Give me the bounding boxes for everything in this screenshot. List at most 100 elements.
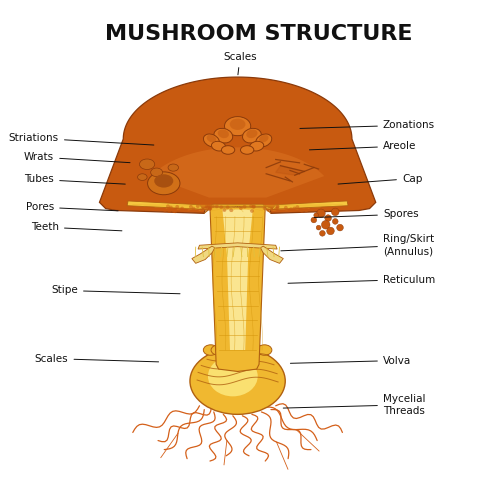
Polygon shape: [127, 201, 348, 213]
Circle shape: [304, 208, 308, 212]
Circle shape: [205, 206, 209, 210]
Circle shape: [167, 208, 171, 211]
Circle shape: [326, 227, 334, 235]
Circle shape: [229, 208, 233, 212]
Ellipse shape: [168, 164, 178, 171]
Circle shape: [325, 214, 332, 222]
Text: Teeth: Teeth: [31, 222, 122, 232]
Text: Spores: Spores: [314, 210, 418, 220]
Circle shape: [220, 206, 223, 209]
Polygon shape: [198, 243, 277, 249]
Ellipse shape: [250, 142, 264, 151]
Circle shape: [183, 208, 187, 212]
Circle shape: [166, 204, 170, 208]
Circle shape: [189, 205, 193, 208]
Circle shape: [322, 220, 330, 229]
Circle shape: [215, 204, 218, 208]
Circle shape: [276, 206, 280, 210]
Circle shape: [168, 209, 171, 213]
Circle shape: [336, 224, 344, 231]
Circle shape: [176, 205, 179, 208]
Circle shape: [207, 204, 211, 208]
Circle shape: [298, 208, 302, 212]
Circle shape: [276, 204, 280, 208]
Ellipse shape: [212, 142, 226, 151]
Circle shape: [296, 205, 300, 209]
Ellipse shape: [230, 118, 246, 130]
Ellipse shape: [246, 130, 258, 138]
Ellipse shape: [190, 348, 285, 414]
Circle shape: [169, 206, 173, 210]
Circle shape: [196, 204, 200, 208]
Ellipse shape: [204, 345, 218, 356]
Circle shape: [316, 209, 326, 218]
Ellipse shape: [240, 146, 254, 154]
Text: MUSHROOM STRUCTURE: MUSHROOM STRUCTURE: [106, 24, 413, 44]
Ellipse shape: [204, 134, 220, 147]
Circle shape: [266, 208, 270, 212]
Circle shape: [208, 206, 212, 210]
Circle shape: [314, 213, 318, 218]
Circle shape: [262, 206, 266, 210]
Circle shape: [180, 208, 184, 212]
Ellipse shape: [206, 134, 216, 142]
Circle shape: [311, 217, 316, 223]
Text: Scales: Scales: [223, 52, 257, 75]
Polygon shape: [210, 207, 265, 372]
Ellipse shape: [150, 168, 162, 176]
Polygon shape: [222, 210, 253, 350]
Circle shape: [316, 225, 321, 230]
Circle shape: [172, 209, 176, 213]
Polygon shape: [276, 166, 304, 175]
Circle shape: [208, 206, 212, 210]
Ellipse shape: [256, 134, 272, 147]
Circle shape: [222, 208, 226, 212]
Circle shape: [252, 204, 256, 208]
Circle shape: [226, 206, 230, 210]
Text: Scales: Scales: [35, 354, 158, 364]
Ellipse shape: [222, 146, 234, 154]
Circle shape: [207, 207, 211, 210]
Circle shape: [163, 208, 167, 212]
Ellipse shape: [211, 345, 227, 356]
Ellipse shape: [138, 174, 147, 180]
Ellipse shape: [208, 356, 258, 397]
Circle shape: [250, 209, 254, 213]
Polygon shape: [151, 148, 324, 198]
Ellipse shape: [238, 345, 256, 356]
Ellipse shape: [140, 159, 154, 170]
Circle shape: [205, 204, 208, 208]
Ellipse shape: [218, 130, 229, 138]
Ellipse shape: [259, 134, 268, 142]
Text: Areole: Areole: [310, 141, 416, 151]
Text: Wrats: Wrats: [24, 152, 130, 162]
Circle shape: [239, 206, 243, 210]
Text: Pores: Pores: [26, 202, 118, 212]
Text: Reticulum: Reticulum: [288, 274, 435, 284]
Circle shape: [252, 205, 256, 208]
Text: Zonations: Zonations: [300, 120, 435, 130]
Circle shape: [270, 208, 273, 211]
Polygon shape: [260, 246, 283, 264]
Text: Tubes: Tubes: [24, 174, 126, 184]
Ellipse shape: [229, 345, 246, 356]
Text: Stipe: Stipe: [52, 286, 180, 296]
Circle shape: [284, 206, 288, 210]
Polygon shape: [100, 77, 376, 214]
Polygon shape: [192, 246, 214, 264]
Circle shape: [320, 230, 326, 236]
Ellipse shape: [148, 172, 180, 195]
Ellipse shape: [248, 345, 264, 356]
Circle shape: [332, 208, 339, 216]
Text: Cap: Cap: [338, 174, 422, 184]
Circle shape: [250, 204, 253, 208]
Circle shape: [276, 205, 280, 208]
Circle shape: [242, 205, 246, 208]
Ellipse shape: [214, 128, 233, 143]
Circle shape: [174, 210, 177, 213]
Ellipse shape: [242, 128, 262, 143]
Ellipse shape: [154, 174, 174, 188]
Circle shape: [304, 208, 308, 212]
Circle shape: [292, 206, 296, 210]
Text: Mycelial
Threads: Mycelial Threads: [283, 394, 426, 415]
